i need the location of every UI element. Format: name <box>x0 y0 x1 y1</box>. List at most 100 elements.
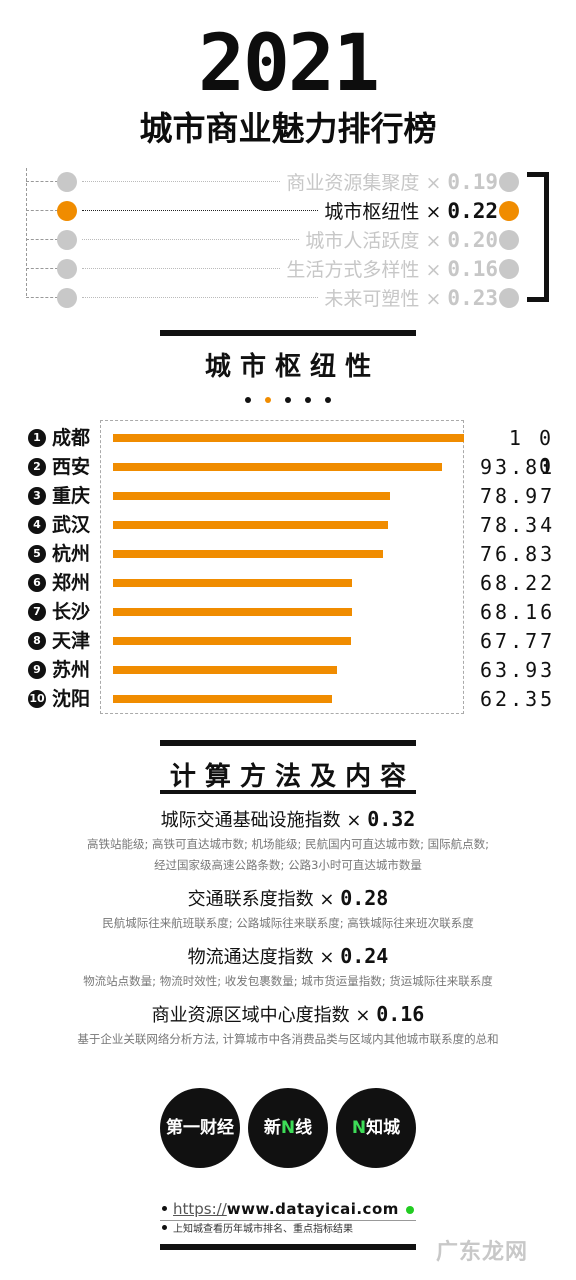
chart-bar <box>113 492 390 500</box>
weight-label: 城市枢纽性 × 0.22 <box>324 199 498 223</box>
chart-row: 9 苏州 63.93 <box>0 656 576 685</box>
logo-yicai: 第一财经 <box>160 1088 240 1168</box>
city-label: 重庆 <box>52 485 91 507</box>
city-label: 成都 <box>52 427 91 449</box>
dash-connector <box>26 239 58 240</box>
dash-connector <box>26 181 58 182</box>
city-label: 沈阳 <box>52 688 91 710</box>
city-label: 西安 <box>52 456 91 478</box>
dotted-leader <box>82 268 281 269</box>
url-underline <box>160 1220 416 1221</box>
weight-dot-left <box>57 201 77 221</box>
divider-methods <box>160 740 416 746</box>
logo-rising-lab: 新N线 <box>248 1088 328 1168</box>
chart-bar <box>113 579 352 587</box>
method-heading: 商业资源区域中心度指数 × 0.16 <box>151 1002 425 1026</box>
footer-note: 上知城查看历年城市排名、重点指标结果 <box>160 1222 353 1238</box>
chart-row: 1 成都 1 0 0 <box>0 424 576 478</box>
method-heading: 物流通达度指数 × 0.24 <box>187 944 389 968</box>
green-dot-icon <box>406 1206 414 1214</box>
rank-badge: 10 <box>28 690 46 708</box>
pager-dot-4 <box>305 397 311 403</box>
chart-bar <box>113 434 464 442</box>
value-label: 93.81 <box>480 455 556 479</box>
chart-bar <box>113 521 388 529</box>
pager-dot-5 <box>325 397 331 403</box>
rank-badge: 7 <box>28 603 46 621</box>
year-heading: 2021 <box>198 19 380 109</box>
dash-connector <box>26 268 58 269</box>
value-label: 78.34 <box>480 513 556 537</box>
method-description: 经过国家级高速公路条数; 公路3小时可直达城市数量 <box>154 858 422 872</box>
weight-dot-left <box>57 172 77 192</box>
weight-dot-right <box>499 259 519 279</box>
rank-badge: 9 <box>28 661 46 679</box>
value-label: 62.35 <box>480 687 556 711</box>
pager-dot-1 <box>245 397 251 403</box>
divider-bottom <box>160 1244 416 1250</box>
rank-badge: 2 <box>28 458 46 476</box>
rank-badge: 8 <box>28 632 46 650</box>
website-link[interactable]: https://www.datayicai.com <box>173 1200 399 1218</box>
weights-bracket <box>527 172 549 302</box>
value-label: 67.77 <box>480 629 556 653</box>
dotted-leader <box>82 239 300 240</box>
chart-bar <box>113 666 337 674</box>
dotted-leader <box>82 210 319 211</box>
chart-row: 8 天津 67.77 <box>0 627 576 656</box>
rank-badge: 5 <box>28 545 46 563</box>
value-label: 78.97 <box>480 484 556 508</box>
logo-zhicheng-mark: N <box>351 1118 367 1138</box>
watermark: 广东龙网 <box>436 1240 529 1265</box>
chart-bar <box>113 550 383 558</box>
weight-dot-right <box>499 172 519 192</box>
weight-row: 城市人活跃度 × 0.20 <box>0 226 576 254</box>
pager-dot-2 <box>265 397 271 403</box>
chart-row: 6 郑州 68.22 <box>0 569 576 598</box>
pager-dots <box>0 388 576 407</box>
section-title-methods: 计 算 方 法 及 内 容 <box>169 762 407 792</box>
value-label: 63.93 <box>480 658 556 682</box>
chart-row: 5 杭州 76.83 <box>0 540 576 569</box>
rank-badge: 3 <box>28 487 46 505</box>
city-label: 长沙 <box>52 601 91 623</box>
weight-row: 城市枢纽性 × 0.22 <box>0 197 576 225</box>
value-label: 68.22 <box>480 571 556 595</box>
method-description: 民航城际往来航班联系度; 公路城际往来联系度; 高铁城际往来班次联系度 <box>102 916 474 930</box>
chart-row: 7 长沙 68.16 <box>0 598 576 627</box>
chart-bar <box>113 695 332 703</box>
method-description: 高铁站能级; 高铁可直达城市数; 机场能级; 民航国内可直达城市数; 国际航点数… <box>87 837 489 851</box>
page-title: 城市商业魅力排行榜 <box>139 109 437 148</box>
chart-row: 10 沈阳 62.35 <box>0 685 576 714</box>
city-label: 郑州 <box>52 572 91 594</box>
chart-bar <box>113 608 352 616</box>
dash-connector <box>26 210 58 211</box>
city-label: 武汉 <box>52 514 91 536</box>
chart-row: 4 武汉 78.34 <box>0 511 576 540</box>
chart-row: 3 重庆 78.97 <box>0 482 576 511</box>
dash-connector <box>26 297 58 298</box>
value-label: 1 0 0 <box>508 426 554 478</box>
logo-zhicheng: N知城 <box>336 1088 416 1168</box>
logo-rising-lab-mark: N <box>280 1118 296 1138</box>
footer-url-row: https://www.datayicai.com <box>160 1196 416 1222</box>
weight-label: 生活方式多样性 × 0.16 <box>286 257 498 281</box>
bullet-icon <box>162 1206 167 1211</box>
city-label: 杭州 <box>52 543 91 565</box>
chart-bar <box>113 637 351 645</box>
divider-top <box>160 330 416 336</box>
weight-row: 生活方式多样性 × 0.16 <box>0 255 576 283</box>
dotted-leader <box>82 181 281 182</box>
chart-frame <box>100 420 464 714</box>
weight-dot-left <box>57 259 77 279</box>
divider-methods-bottom <box>160 790 416 794</box>
method-description: 物流站点数量; 物流时效性; 收发包裹数量; 城市货运量指数; 货运城际往来联系… <box>83 974 493 988</box>
weight-row: 商业资源集聚度 × 0.19 <box>0 168 576 196</box>
weight-label: 城市人活跃度 × 0.20 <box>305 228 498 252</box>
chart-bar <box>113 463 442 471</box>
value-label: 76.83 <box>480 542 556 566</box>
weights-connector-line <box>26 168 27 296</box>
dotted-leader <box>82 297 319 298</box>
rank-badge: 4 <box>28 516 46 534</box>
weight-dot-right <box>499 230 519 250</box>
